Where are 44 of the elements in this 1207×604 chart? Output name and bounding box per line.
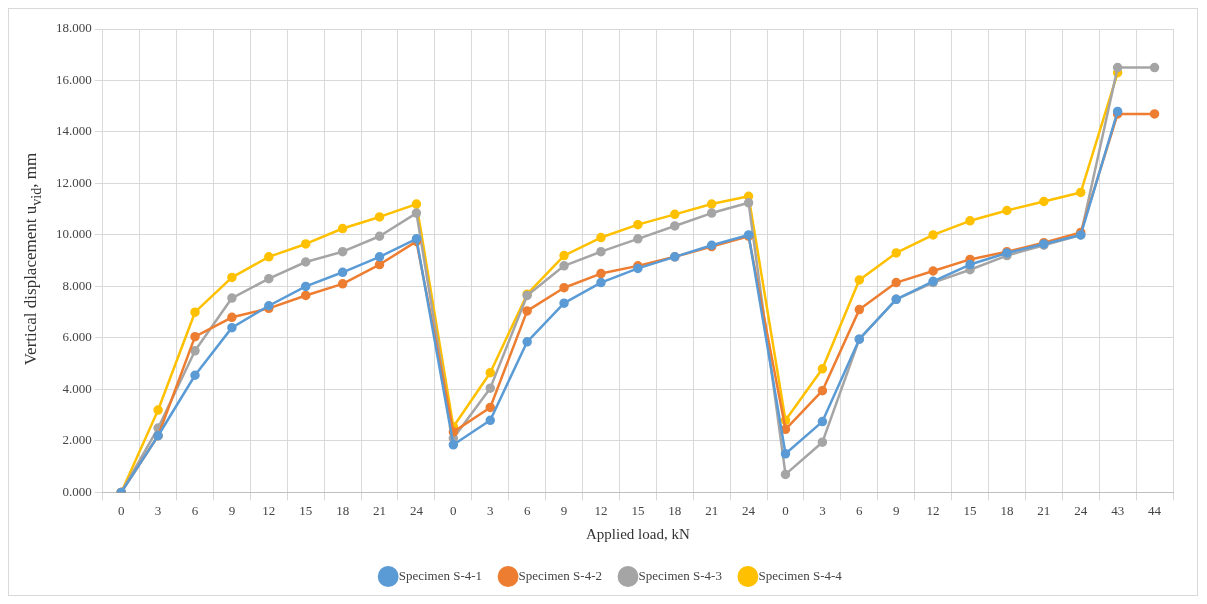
y-tick-label: 2.000 (62, 432, 92, 448)
x-tick-label: 18 (1000, 502, 1014, 518)
y-tick-label: 18.000 (56, 20, 92, 36)
y-tick-label: 8.000 (62, 277, 92, 293)
legend-label: Specimen S-4-3 (638, 567, 722, 583)
legend-label: Specimen S-4-2 (518, 567, 602, 583)
y-tick-label: 6.000 (62, 329, 92, 345)
x-tick-label: 12 (262, 502, 276, 518)
x-tick-label: 0 (450, 502, 457, 518)
y-tick-label: 14.000 (56, 123, 92, 139)
x-tick-label: 12 (926, 502, 940, 518)
x-tick-label: 21 (705, 502, 719, 518)
x-tick-label: 0 (117, 502, 125, 518)
legend-label: Specimen S-4-1 (398, 567, 483, 583)
x-tick-label: 6 (856, 502, 864, 518)
x-tick-label: 18 (668, 502, 682, 518)
x-tick-label: 9 (892, 502, 900, 518)
legend-label: Specimen S-4-4 (758, 567, 843, 583)
x-tick-label: 24 (742, 502, 756, 518)
x-tick-label: 21 (373, 502, 387, 518)
x-axis-title: Applied load, kN (586, 525, 690, 542)
x-tick-label: 9 (560, 502, 568, 518)
x-tick-label: 21 (1037, 502, 1051, 518)
x-tick-label: 24 (1074, 502, 1088, 518)
x-tick-label: 15 (631, 502, 645, 518)
y-tick-label: 16.000 (56, 71, 92, 87)
x-tick-label: 0 (782, 502, 789, 518)
x-tick-label: 6 (191, 502, 199, 518)
x-tick-label: 24 (409, 502, 424, 518)
x-tick-label: 3 (487, 502, 494, 518)
x-tick-label: 44 (1148, 502, 1162, 518)
x-tick-label: 3 (819, 502, 826, 518)
x-tick-label: 6 (523, 502, 531, 518)
x-tick-label: 3 (154, 502, 162, 518)
x-tick-label: 15 (963, 502, 977, 518)
x-tick-label: 43 (1111, 502, 1125, 518)
x-tick-label: 9 (228, 502, 236, 518)
x-tick-label: 15 (299, 502, 313, 518)
y-tick-label: 12.000 (56, 174, 92, 190)
x-tick-label: 12 (594, 502, 608, 518)
y-tick-label: 10.000 (56, 226, 92, 242)
x-tick-label: 18 (336, 502, 350, 518)
y-tick-label: 0.000 (62, 483, 92, 499)
y-tick-label: 4.000 (62, 380, 92, 396)
